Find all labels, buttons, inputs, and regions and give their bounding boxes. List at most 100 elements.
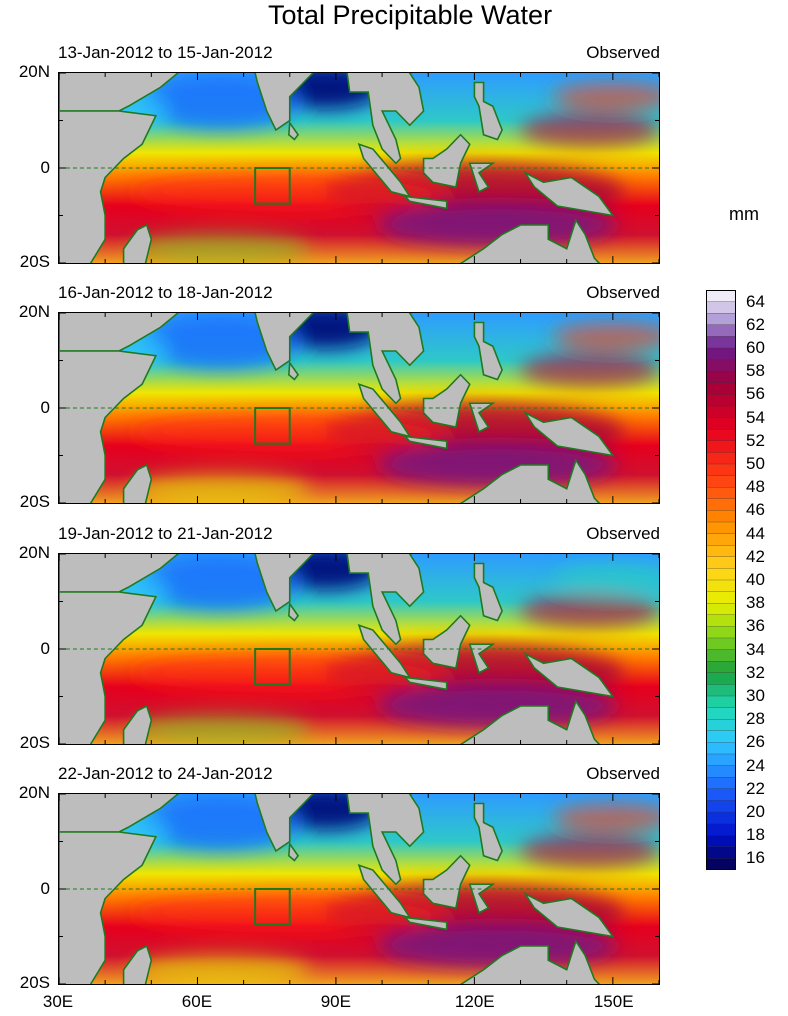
study-region-box	[254, 407, 291, 445]
land-mass	[346, 313, 425, 405]
land-mass	[59, 313, 158, 503]
colorbar-tick-label: 26	[746, 732, 765, 752]
latitude-label: 20S	[19, 733, 50, 752]
colorbar-tick-label: 42	[746, 546, 765, 566]
colorbar-segment	[706, 556, 736, 569]
land-mass	[254, 73, 314, 132]
land-mass	[473, 81, 503, 141]
colorbar-segment	[706, 811, 736, 825]
colorbar-segment	[706, 382, 736, 395]
latitude-label: 20N	[18, 302, 50, 321]
colorbar-segment	[706, 846, 736, 859]
colorbar-segment	[706, 788, 736, 801]
longitude-label: 60E	[181, 992, 213, 1011]
colorbar-segment	[706, 742, 736, 755]
colorbar-tick-label: 24	[746, 755, 765, 775]
colorbar-segment	[706, 684, 736, 697]
land-mass	[468, 402, 496, 433]
land-mass	[346, 73, 425, 165]
latitude-label: 20N	[18, 783, 50, 802]
tpw-field-features	[88, 313, 659, 503]
study-region-box	[254, 888, 291, 926]
panel-status-label: Observed	[586, 43, 660, 62]
colorbar-segment	[706, 603, 736, 616]
colorbar-segment	[706, 579, 736, 593]
colorbar-segment	[706, 417, 736, 430]
colorbar-segment	[706, 568, 736, 581]
land-mass	[468, 883, 496, 914]
colorbar-segment	[706, 533, 736, 546]
latitude-label: 20S	[19, 973, 50, 992]
land-mass	[522, 651, 615, 698]
colorbar-segment	[706, 661, 736, 674]
land-mass	[459, 699, 601, 744]
land-mass	[459, 218, 601, 263]
latitude-label: 20S	[19, 252, 50, 271]
study-region-box	[254, 167, 291, 205]
tpw-map	[58, 72, 660, 264]
colorbar-segment	[706, 324, 736, 337]
colorbar-segment	[706, 394, 736, 407]
colorbar-segment	[706, 707, 736, 720]
colorbar-segment	[706, 463, 736, 477]
map-panel	[58, 72, 660, 264]
colorbar-segment	[706, 510, 736, 523]
colorbar-tick-label: 62	[746, 314, 765, 334]
latitude-label: 20N	[18, 62, 50, 81]
land-mass	[288, 841, 300, 862]
land-mass	[522, 891, 615, 938]
figure-title: Total Precipitable Water	[267, 0, 553, 30]
land-mass	[288, 360, 300, 381]
colorbar-segment	[706, 649, 736, 662]
map-panel	[58, 312, 660, 504]
land-mass	[288, 601, 300, 622]
colorbar-segment	[706, 498, 736, 511]
land-mass	[403, 195, 448, 210]
land-mass	[468, 162, 496, 193]
colorbar-segment	[706, 591, 736, 604]
colorbar-segment	[706, 290, 736, 303]
panel-date-range: 19-Jan-2012 to 21-Jan-2012	[58, 524, 273, 543]
latitude-label: 0	[40, 398, 50, 417]
colorbar-segment	[706, 719, 736, 732]
colorbar-segment	[706, 730, 736, 743]
colorbar-tick-label: 30	[746, 686, 765, 705]
colorbar-tick-label: 46	[746, 500, 765, 520]
colorbar-segment	[706, 429, 736, 442]
colorbar-segment	[706, 765, 736, 778]
land-mass	[522, 410, 615, 457]
latitude-label: 0	[40, 639, 50, 658]
land-mass	[422, 133, 471, 188]
colorbar-segment	[706, 405, 736, 419]
land-mass	[346, 554, 425, 646]
colorbar-segment	[706, 521, 736, 535]
land-mass	[403, 916, 448, 931]
colorbar-segment	[706, 626, 736, 639]
colorbar-tick-label: 60	[746, 338, 765, 357]
longitude-label: 120E	[454, 992, 495, 1011]
latitude-label: 20N	[18, 543, 50, 562]
colorbar-tick-label: 32	[746, 662, 765, 682]
longitude-label: 150E	[593, 992, 634, 1011]
panel-date-range: 13-Jan-2012 to 15-Jan-2012	[58, 43, 273, 62]
land-mass	[468, 643, 496, 674]
colorbar-segment	[706, 475, 736, 488]
latitude-label: 0	[40, 158, 50, 177]
colorbar-tick-label: 56	[746, 384, 765, 404]
colorbar-tick-label: 52	[746, 430, 765, 450]
colorbar-segment	[706, 614, 736, 627]
colorbar-segment	[706, 753, 736, 767]
colorbar-segment	[706, 313, 736, 326]
colorbar-tick-label: 48	[746, 477, 765, 497]
colorbar-segment	[706, 371, 736, 384]
longitude-label: 90E	[320, 992, 351, 1011]
land-mass	[422, 614, 471, 669]
colorbar-segment	[706, 777, 736, 790]
panel-date-range: 16-Jan-2012 to 18-Jan-2012	[58, 283, 273, 302]
land-mass	[122, 223, 153, 263]
colorbar-tick-label: 18	[746, 825, 765, 845]
colorbar-tick-label: 40	[746, 570, 765, 589]
colorbar-segment	[706, 695, 736, 709]
land-mass	[459, 939, 601, 984]
colorbar-unit-label: mm	[729, 204, 759, 224]
